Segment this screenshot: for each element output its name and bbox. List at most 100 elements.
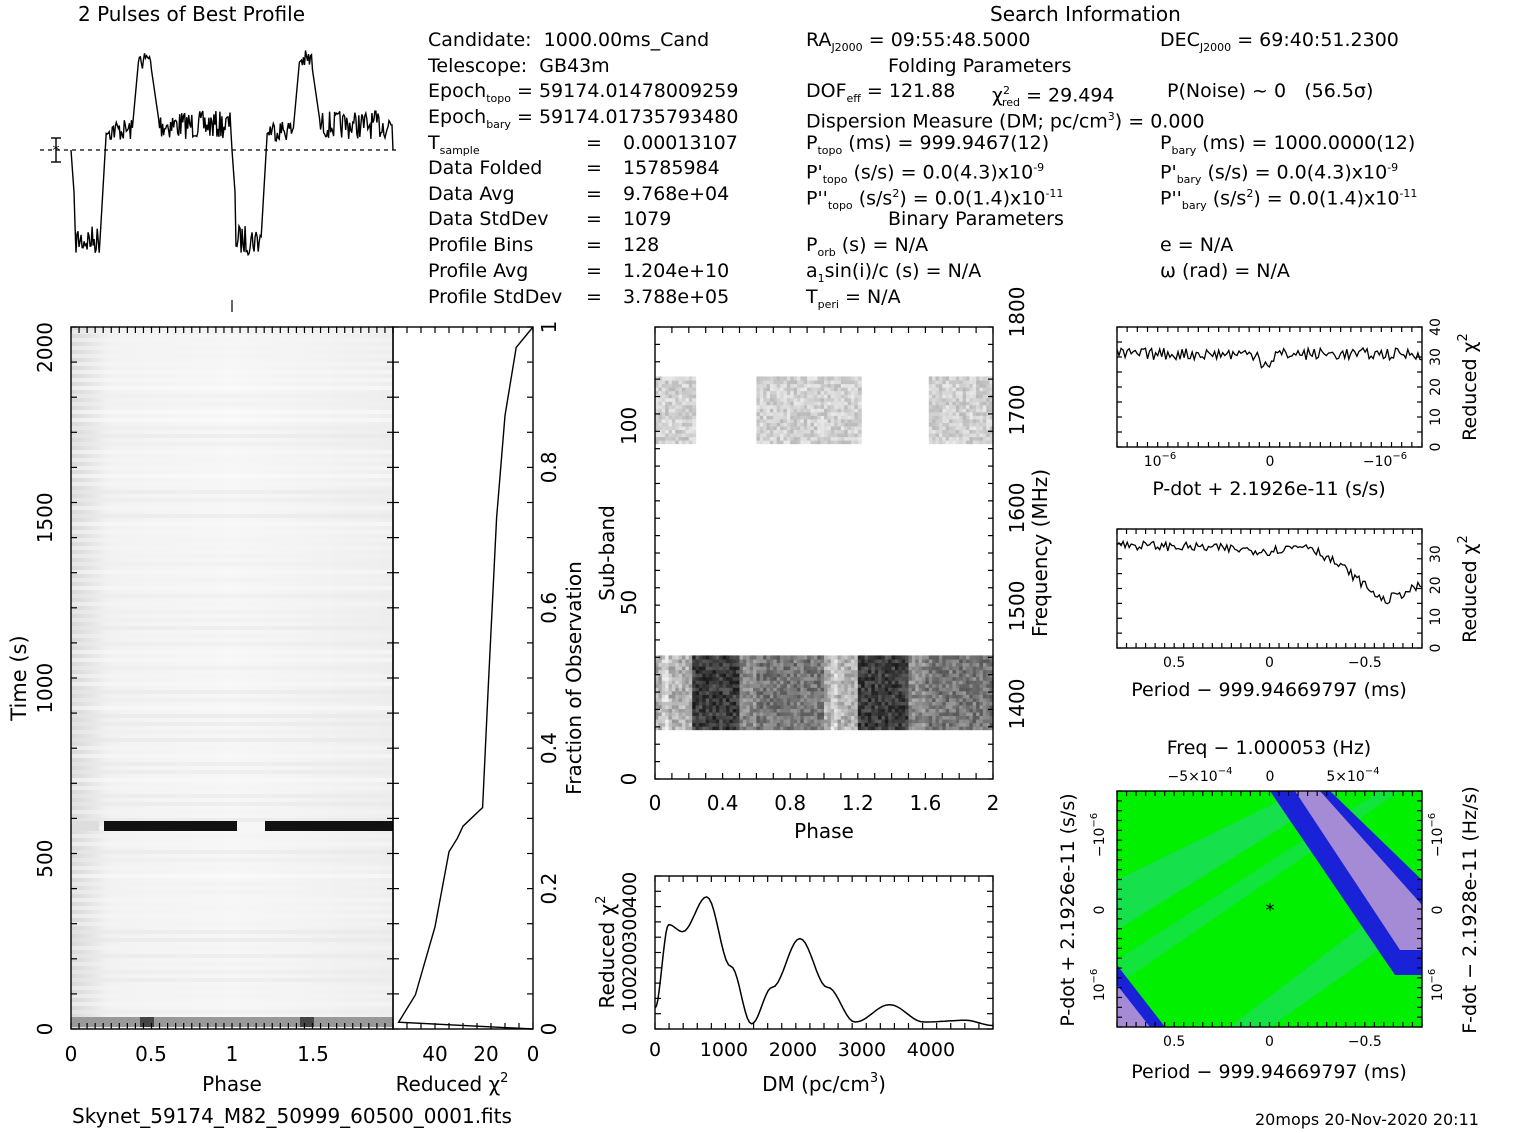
sb-bottom-cell xyxy=(851,708,856,713)
sb-bottom-cell xyxy=(671,697,676,702)
sb-bottom-cell xyxy=(962,658,967,664)
sb-bottom-cell xyxy=(834,673,839,678)
time-ylabel: Time (s) xyxy=(7,635,31,721)
sb-bottom-cell xyxy=(881,711,886,717)
sb-bottom-cell xyxy=(658,666,663,671)
period-tick-label: −0.5 xyxy=(1348,655,1382,671)
period-tick-label: 0.5 xyxy=(1163,655,1185,671)
sb-top-cell xyxy=(780,397,785,402)
sb-bottom-cell xyxy=(918,694,923,699)
sb-top-cell xyxy=(817,418,822,423)
sb-bottom-cell xyxy=(796,711,801,717)
sb-bottom-cell xyxy=(827,697,832,702)
sb-top-cell xyxy=(851,415,856,420)
sb-top-cell xyxy=(688,432,693,438)
sb-top-cell xyxy=(824,436,828,441)
sb-bottom-cell xyxy=(847,683,852,688)
sb-top-cell xyxy=(780,411,785,416)
sb-bottom-cell xyxy=(824,662,828,667)
sb-bottom-cell xyxy=(854,676,859,681)
sb-bottom-cell xyxy=(712,669,717,674)
sb-bottom-cell xyxy=(915,715,920,720)
sb-top-cell xyxy=(837,376,842,381)
sb-bottom-cell xyxy=(945,697,950,702)
sb-top-cell xyxy=(769,429,774,434)
sb-bottom-cell xyxy=(837,722,842,727)
sb-bottom-cell xyxy=(945,658,950,664)
sb-bottom-cell xyxy=(763,704,768,709)
sb-top-cell xyxy=(830,432,835,438)
sb-top-cell xyxy=(851,379,856,385)
sb-bottom-cell xyxy=(874,690,879,695)
sb-bottom-cell xyxy=(878,662,883,667)
sb-top-cell xyxy=(796,436,801,441)
sb-bottom-cell xyxy=(675,666,680,671)
pdot-y-tick-label: 40 xyxy=(1428,318,1444,336)
sb-top-cell xyxy=(959,387,964,392)
period-ylabel: Reduced χ2 xyxy=(1456,535,1481,643)
sb-bottom-cell xyxy=(979,687,984,692)
dm-tick-label: 3000 xyxy=(838,1039,886,1061)
period-frame xyxy=(1116,528,1423,649)
sb-top-cell xyxy=(766,408,771,413)
sb-top-cell xyxy=(807,422,812,427)
sb-bottom-cell xyxy=(928,715,933,720)
sb-bottom-cell xyxy=(824,704,828,709)
sb-top-cell xyxy=(834,436,839,441)
sb-bottom-cell xyxy=(732,676,737,681)
sb-top-cell xyxy=(844,390,849,395)
sb-top-cell xyxy=(962,422,967,427)
sb-top-cell xyxy=(786,415,791,420)
sb-bottom-cell xyxy=(820,666,825,671)
sb-bottom-cell xyxy=(793,708,798,713)
sb-bottom-cell xyxy=(695,694,700,699)
sb-bottom-cell xyxy=(769,658,774,664)
sb-bottom-cell xyxy=(780,676,785,681)
sb-bottom-cell xyxy=(840,697,845,702)
sb-bottom-cell xyxy=(705,715,710,720)
sb-bottom-cell xyxy=(800,669,805,674)
sb-bottom-cell xyxy=(661,697,666,702)
sb-top-cell xyxy=(682,425,687,431)
sb-bottom-cell xyxy=(671,669,676,674)
sb-bottom-cell xyxy=(803,655,808,660)
sb-top-cell xyxy=(776,429,781,434)
sb-top-cell xyxy=(776,401,781,406)
sb-top-cell xyxy=(942,397,947,402)
sb-bottom-cell xyxy=(790,683,795,688)
sb-top-cell xyxy=(820,440,825,445)
sb-bottom-cell xyxy=(851,694,856,699)
sb-bottom-cell xyxy=(702,662,707,667)
sb-top-cell xyxy=(854,408,859,413)
period-tick-label: 0 xyxy=(1265,655,1274,671)
chi2-row: χ2red = 29.494 xyxy=(992,84,1115,110)
sb-top-cell xyxy=(790,390,795,395)
sb-bottom-cell xyxy=(959,680,964,685)
sb-bottom-cell xyxy=(769,662,774,667)
fdot-ylabel: F-dot − 2.1928e-11 (Hz/s) xyxy=(1459,786,1481,1034)
sb-bottom-cell xyxy=(834,722,839,727)
sb-bottom-cell xyxy=(807,711,812,717)
sb-bottom-cell xyxy=(692,718,697,724)
sb-bottom-cell xyxy=(722,697,727,702)
sb-bottom-cell xyxy=(979,690,984,695)
sb-bottom-cell xyxy=(759,694,764,699)
sb-bottom-cell xyxy=(935,673,940,678)
sb-bottom-cell xyxy=(888,658,893,664)
sb-bottom-cell xyxy=(827,687,832,692)
sb-bottom-cell xyxy=(922,673,926,678)
sb-top-cell xyxy=(688,411,693,416)
sb-bottom-cell xyxy=(884,676,889,681)
sb-top-cell xyxy=(658,397,663,402)
sb-bottom-cell xyxy=(888,718,893,724)
sb-bottom-cell xyxy=(827,701,832,706)
sb-top-cell xyxy=(969,436,974,441)
sb-bottom-cell xyxy=(715,722,720,727)
sb-top-cell xyxy=(942,425,947,431)
sb-bottom-cell xyxy=(911,690,916,695)
sb-top-cell xyxy=(688,408,693,413)
sb-bottom-cell xyxy=(810,687,815,692)
sb-bottom-cell xyxy=(756,715,761,720)
sb-bottom-cell xyxy=(905,655,910,660)
sb-bottom-cell xyxy=(675,680,680,685)
